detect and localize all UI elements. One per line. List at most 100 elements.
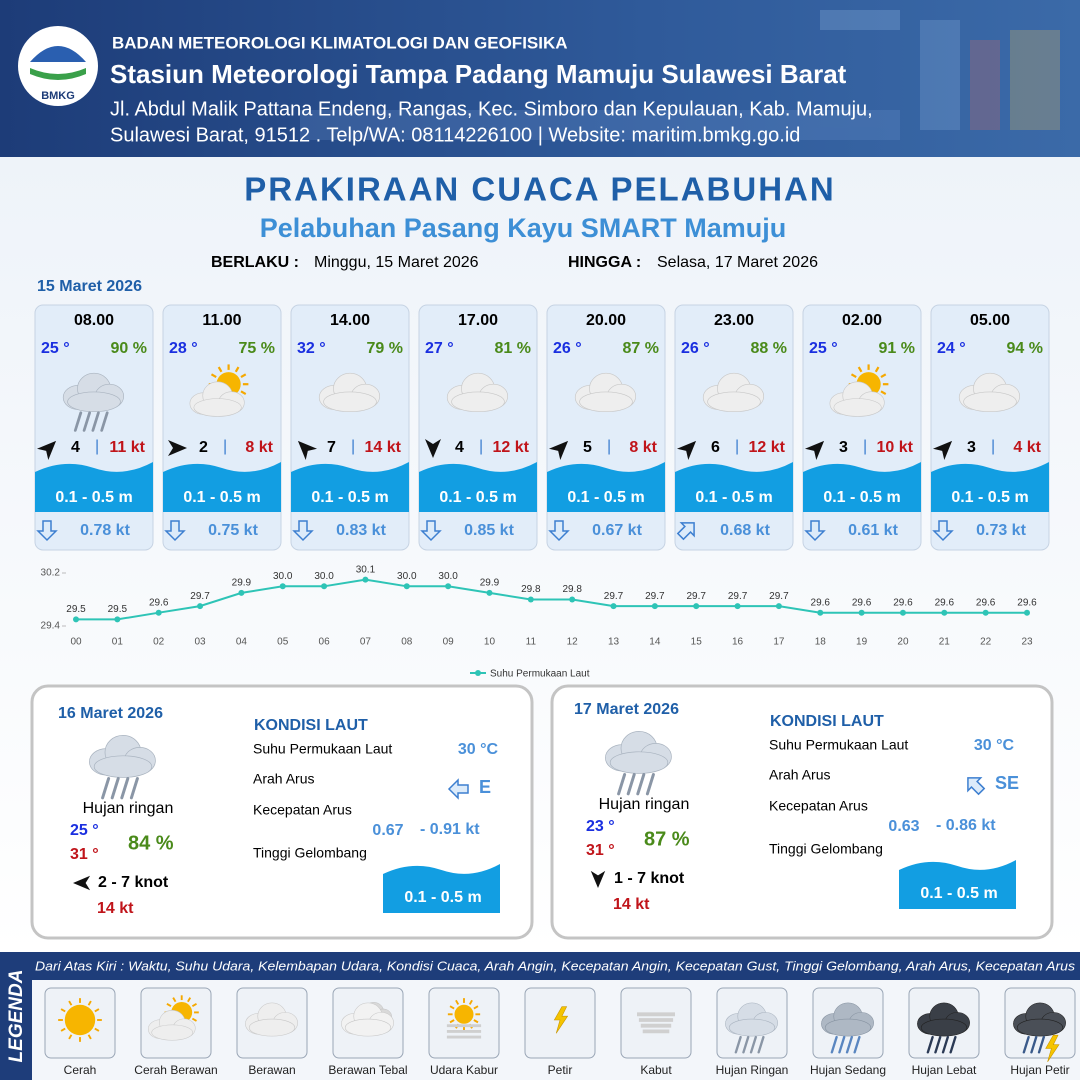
current-arrow (676, 522, 695, 541)
data-label: 29.9 (480, 578, 500, 589)
condition: Hujan ringan (83, 800, 174, 817)
wind-arrow (36, 440, 57, 461)
cloud-part (193, 398, 242, 417)
current-speed-max: - 0.91 kt (420, 821, 480, 838)
data-label: 29.7 (190, 591, 210, 602)
weather-icon (1013, 1002, 1066, 1062)
data-point (899, 609, 906, 616)
temp-min: 23 ° (586, 818, 615, 835)
rain-drop (73, 411, 83, 432)
wave-height: 0.1 - 0.5 m (311, 489, 388, 506)
x-tick-label: 22 (980, 637, 992, 648)
wave (291, 462, 409, 512)
x-tick-label: 14 (649, 637, 661, 648)
data-point (858, 609, 865, 616)
data-label: 29.7 (728, 591, 748, 602)
rain-drop (110, 777, 120, 800)
time: 02.00 (842, 312, 882, 329)
rain-drop (757, 1035, 765, 1054)
x-tick-label: 19 (856, 637, 868, 648)
rain-drop (82, 411, 91, 432)
gust-speed: 4 kt (1013, 439, 1041, 456)
wind-arrow (72, 875, 91, 891)
temp-max: 31 ° (70, 846, 99, 863)
gust-speed: 12 kt (749, 439, 786, 456)
humidity: 90 % (111, 340, 147, 357)
field-label: Kecepatan Arus (769, 798, 868, 814)
header-background (0, 0, 1080, 157)
data-label: 29.7 (645, 591, 665, 602)
time: 14.00 (330, 312, 370, 329)
wind-speed: 5 (583, 439, 592, 456)
wind-arrow (548, 440, 569, 461)
legend-swatch (475, 670, 481, 676)
sun-ray (60, 1008, 66, 1013)
x-tick-label: 05 (277, 637, 289, 648)
y-tick-label: 30.2 (41, 568, 61, 579)
wind-speed: 6 (711, 439, 720, 456)
data-label: 29.8 (562, 584, 582, 595)
sun-ray (850, 373, 857, 379)
field-label: Arah Arus (253, 771, 314, 787)
data-label: 29.8 (521, 584, 541, 595)
current-speed: 0.83 kt (336, 522, 386, 539)
data-label: 29.6 (852, 597, 872, 608)
sun-ray (94, 1008, 100, 1013)
time: 20.00 (586, 312, 626, 329)
x-tick-label: 01 (112, 637, 124, 648)
wave (163, 462, 281, 512)
x-tick-label: 21 (939, 637, 951, 648)
current-arrow (804, 520, 826, 542)
data-point (279, 583, 286, 590)
rain-drop (941, 1035, 949, 1054)
data-label: 29.7 (686, 591, 706, 602)
separator: | (351, 438, 355, 455)
weather-icon (58, 998, 102, 1042)
gust-speed: 8 kt (245, 439, 273, 456)
cloud (148, 1010, 196, 1041)
x-tick-label: 09 (443, 637, 455, 648)
legend-icon-box (620, 987, 692, 1059)
wind-range: 1 - 7 knot (614, 870, 685, 887)
humidity: 84 % (128, 832, 174, 854)
cloud (829, 381, 885, 417)
humidity: 81 % (495, 340, 531, 357)
weather-icon (318, 372, 381, 413)
data-point (73, 616, 79, 623)
x-tick-label: 10 (484, 637, 496, 648)
data-point (651, 603, 658, 610)
data-label: 29.5 (108, 604, 128, 615)
weather-icon (636, 1012, 676, 1034)
data-point (445, 583, 452, 590)
weather-icon (829, 364, 889, 417)
data-label: 29.9 (232, 578, 252, 589)
legend-item: Hujan Ringan (716, 1063, 789, 1077)
wind-speed: 4 (455, 439, 464, 456)
sun-ray (449, 1019, 455, 1024)
sst: 30 °C (974, 737, 1015, 754)
time: 08.00 (74, 312, 114, 329)
sun-ray (94, 1027, 100, 1032)
cloud-part (609, 751, 669, 774)
current-speed-min: 0.67 (372, 822, 403, 839)
cloud (189, 381, 245, 417)
cloud-part (323, 391, 377, 413)
wave-height: 0.1 - 0.5 m (951, 489, 1028, 506)
rain-drop (949, 1035, 957, 1054)
current-speed: 0.67 kt (592, 522, 642, 539)
rain-drop (1037, 1035, 1045, 1054)
time: 05.00 (970, 312, 1010, 329)
wind-arrow (168, 440, 187, 456)
validity-label: HINGGA : (568, 254, 641, 271)
sst: 30 °C (458, 741, 499, 758)
wave-height: 0.1 - 0.5 m (567, 489, 644, 506)
sun-ray (187, 997, 192, 1003)
wave-height: 0.1 - 0.5 m (439, 489, 516, 506)
validity-label: BERLAKU : (211, 254, 299, 271)
air-temperature: 27 ° (425, 340, 454, 357)
rain-drop (91, 411, 100, 432)
weather-icon (446, 372, 509, 413)
x-tick-label: 15 (691, 637, 703, 648)
x-tick-label: 23 (1021, 637, 1033, 648)
validity-date: Minggu, 15 Maret 2026 (314, 254, 479, 271)
